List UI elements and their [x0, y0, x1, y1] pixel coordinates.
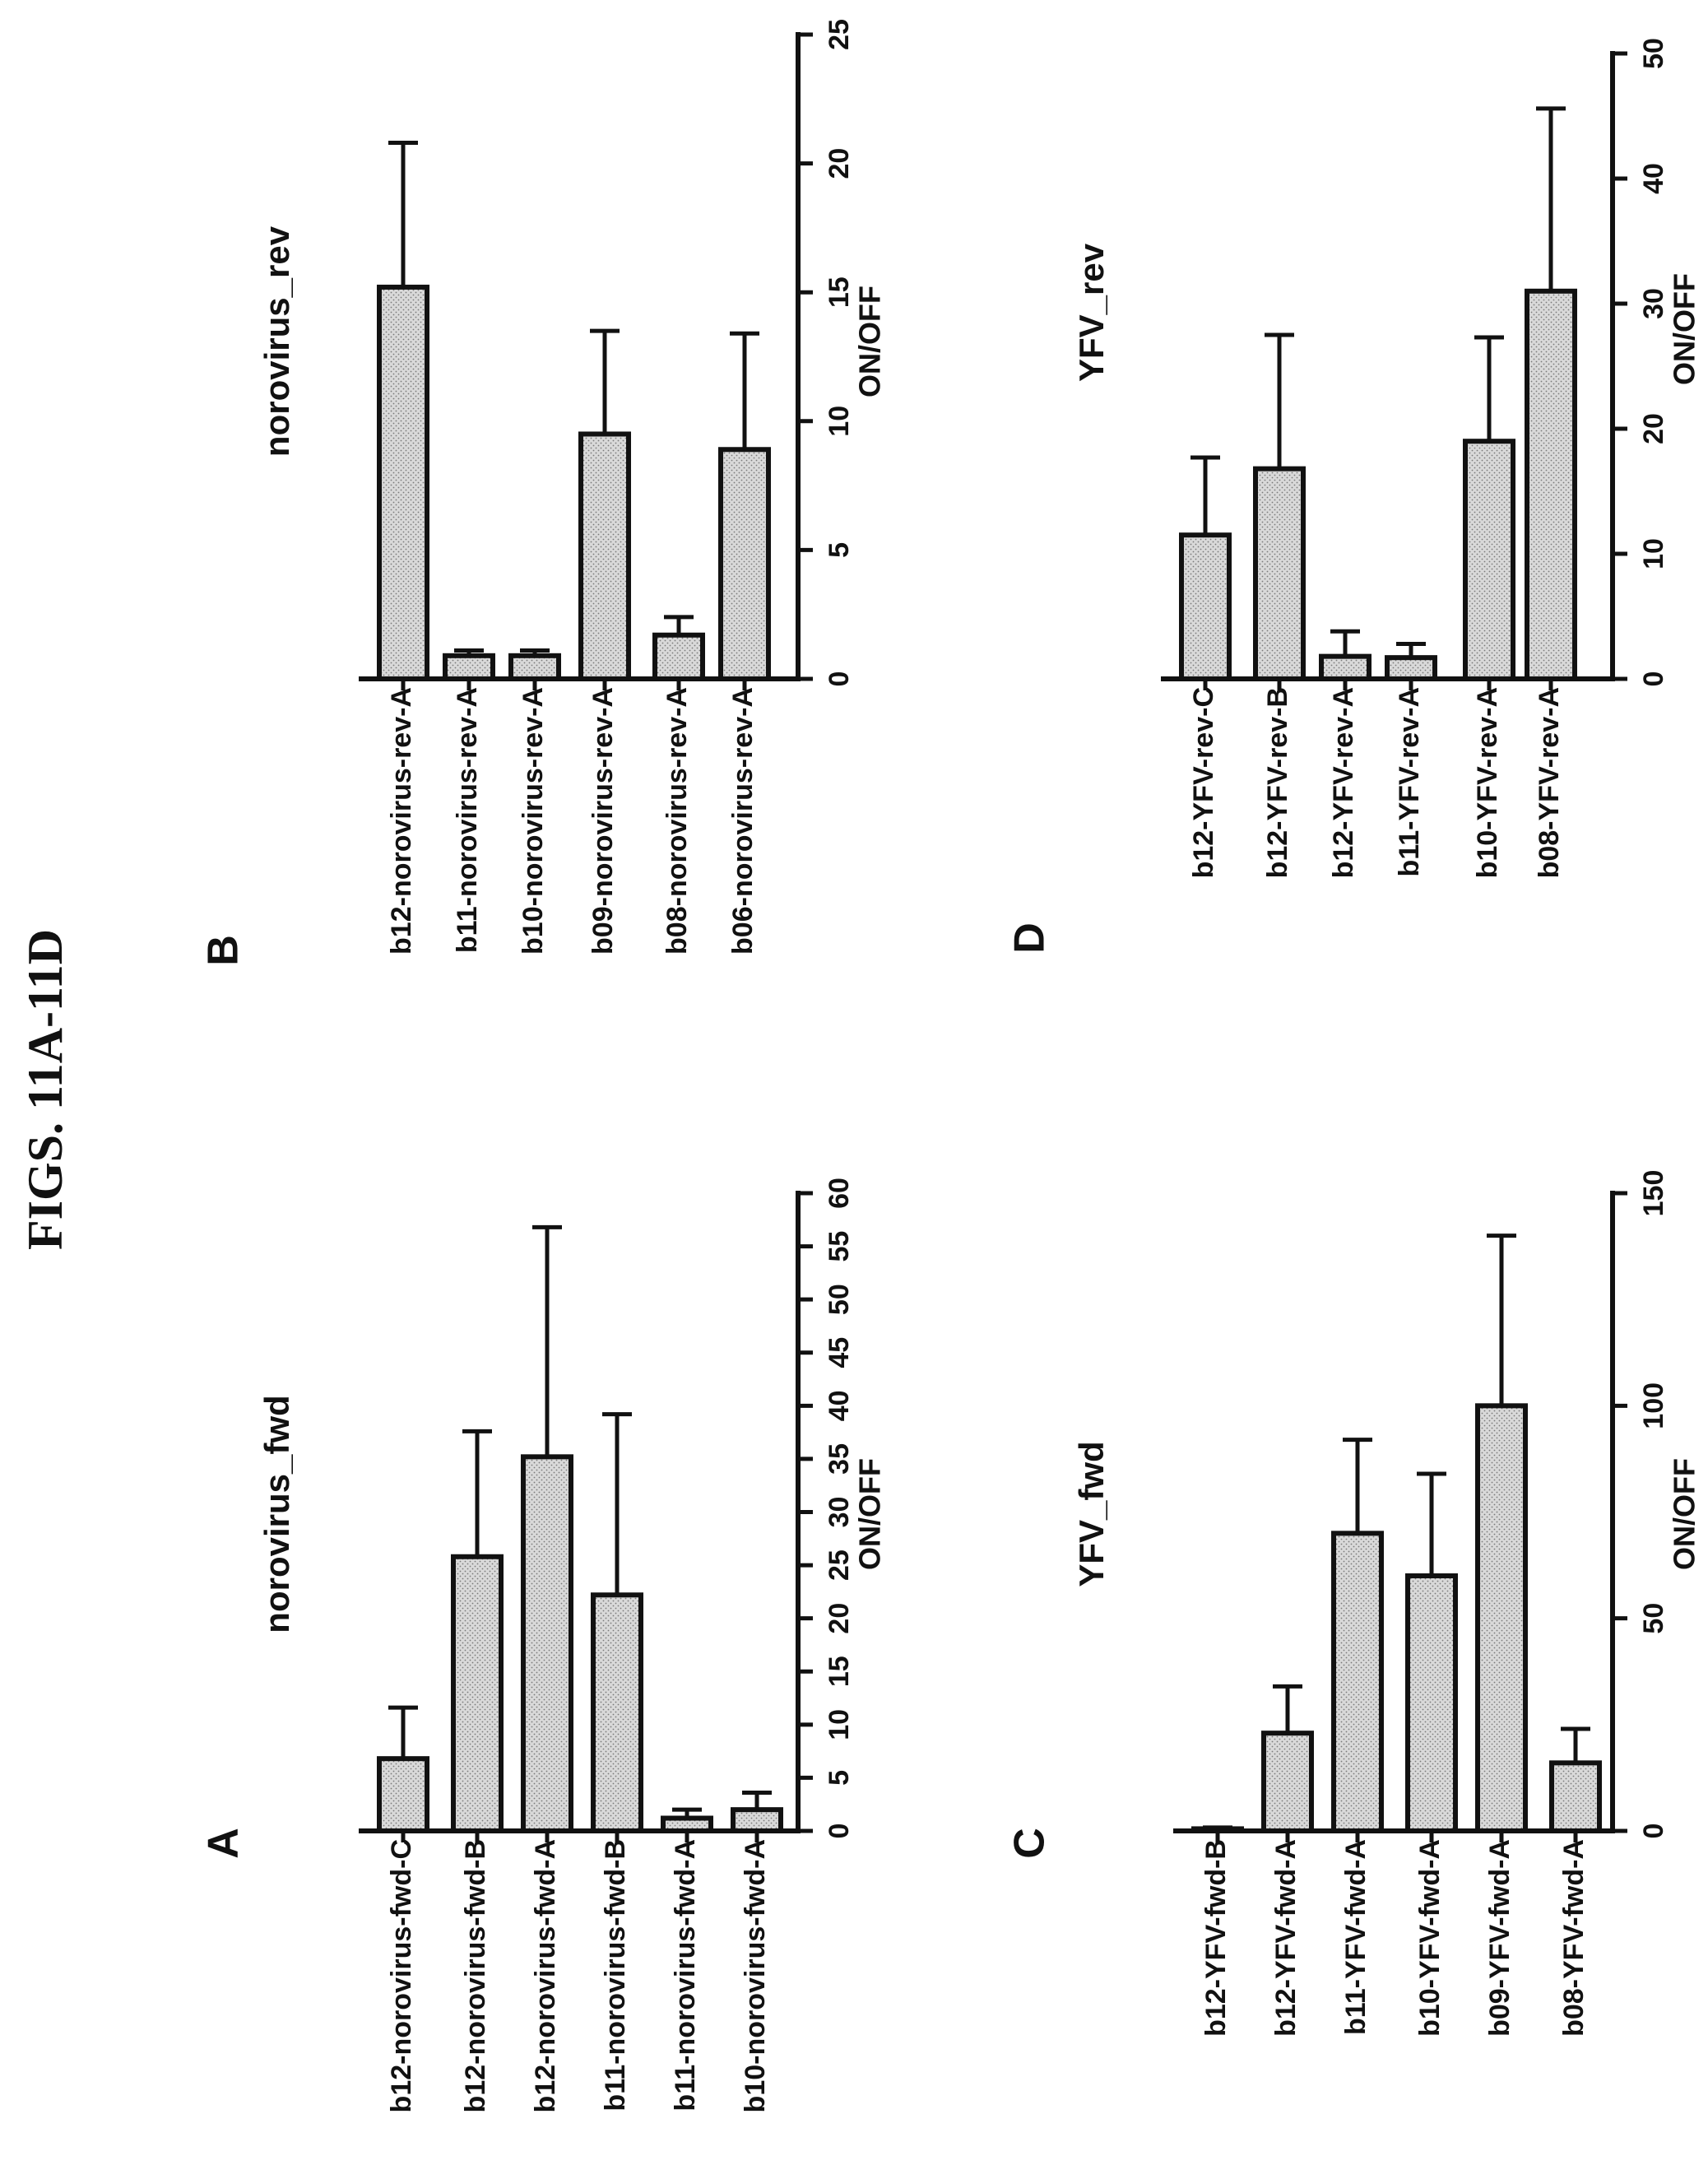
value-tick-label: 40	[1638, 163, 1669, 194]
bar	[443, 653, 495, 682]
value-tick-label: 45	[824, 1337, 855, 1368]
category-label: b11-norovirus-rev-A	[452, 687, 483, 953]
category-label: b10-norovirus-rev-A	[518, 687, 549, 955]
bar	[591, 1592, 643, 1833]
bar	[508, 653, 561, 682]
category-label: b12-YFV-rev-A	[1328, 687, 1359, 878]
bar	[1463, 439, 1515, 681]
bar	[1253, 466, 1306, 682]
value-tick-label: 50	[1638, 38, 1669, 69]
panel-letter: D	[1006, 922, 1054, 954]
value-tick-label: 5	[824, 1770, 855, 1786]
category-label: b09-YFV-fwd-A	[1484, 1839, 1515, 2037]
value-axis-title: ON/OFF	[1668, 1458, 1701, 1570]
category-label: b09-norovirus-rev-A	[587, 687, 619, 955]
value-tick-label: 5	[824, 542, 855, 558]
category-label: b10-YFV-fwd-A	[1414, 1839, 1446, 2037]
bar	[377, 1756, 429, 1834]
category-label: b11-norovirus-fwd-B	[600, 1839, 631, 2112]
value-tick-label: 150	[1638, 1170, 1669, 1217]
category-label: b11-YFV-rev-A	[1394, 687, 1425, 877]
value-tick-label: 30	[1638, 288, 1669, 319]
chart-panel-b: 0 5 10 15 20 25 b12-norovirus-rev-A b11-norovir…	[200, 19, 887, 966]
category-label: b10-norovirus-fwd-A	[740, 1839, 771, 2112]
value-axis-title: ON/OFF	[1668, 273, 1701, 385]
value-tick-label: 100	[1638, 1382, 1669, 1429]
bar	[718, 447, 771, 681]
bar	[1525, 288, 1577, 681]
value-tick-label: 60	[824, 1178, 855, 1209]
value-tick-label: 10	[824, 1709, 855, 1740]
value-tick-label: 50	[1638, 1603, 1669, 1634]
chart-title: YFV_fwd	[1072, 1441, 1111, 1587]
bar	[1261, 1731, 1314, 1834]
value-tick-label: 15	[824, 276, 855, 308]
value-tick-label: 10	[824, 406, 855, 437]
category-label: b12-YFV-fwd-A	[1270, 1839, 1302, 2037]
category-label: b08-norovirus-rev-A	[661, 687, 693, 955]
category-label: b12-YFV-fwd-B	[1200, 1839, 1232, 2037]
value-tick-label: 35	[824, 1443, 855, 1475]
chart-panel-d: 0 10 20 30 40 50 b12-YFV-rev-C b12-YFV-rev-B b12…	[1006, 38, 1701, 954]
chart-title: YFV_rev	[1072, 243, 1111, 382]
category-label: b12-norovirus-rev-A	[386, 687, 417, 955]
value-axis-title: ON/OFF	[853, 286, 887, 397]
value-tick-label: 50	[824, 1284, 855, 1315]
value-tick-label: 10	[1638, 538, 1669, 569]
chart-panel-a: 0 5 10 15 20 25 30 35 40 45 50 55 60 b12-norovirus-fw…	[200, 1178, 887, 2112]
chart-title: norovirus_fwd	[258, 1395, 296, 1633]
bar	[1549, 1760, 1602, 1833]
value-tick-label: 20	[824, 1603, 855, 1634]
value-tick-label: 0	[824, 1824, 855, 1839]
value-tick-label: 25	[824, 1549, 855, 1581]
value-tick-label: 0	[1638, 1824, 1669, 1839]
value-tick-label: 25	[824, 19, 855, 50]
panels: 051015202530354045505560b12-norovirus-fw…	[200, 19, 1701, 2112]
bar	[578, 431, 631, 682]
category-label: b12-YFV-rev-C	[1188, 687, 1219, 878]
figure-title: FIGS. 11A-11D	[18, 929, 72, 1250]
bar	[521, 1454, 573, 1834]
value-tick-label: 15	[824, 1656, 855, 1687]
panel-letter: C	[1006, 1828, 1054, 1859]
category-label: b11-norovirus-fwd-A	[670, 1839, 701, 2112]
category-label: b12-norovirus-fwd-A	[530, 1839, 561, 2112]
bar	[1475, 1403, 1528, 1834]
panel-letter: B	[200, 935, 248, 966]
value-tick-label: 0	[824, 671, 855, 687]
chart-panel-c: 0 50 100 150 b12-YFV-fwd-B b12-YFV-fwd-A b11-Y…	[1006, 1170, 1701, 2037]
bar	[377, 284, 429, 681]
chart-title: norovirus_rev	[258, 225, 296, 457]
value-tick-label: 0	[1638, 671, 1669, 687]
bar	[1331, 1531, 1384, 1834]
value-tick-label: 40	[824, 1390, 855, 1421]
value-axis-title: ON/OFF	[853, 1458, 887, 1570]
category-label: b12-YFV-rev-B	[1262, 687, 1293, 878]
category-label: b10-YFV-rev-A	[1472, 687, 1503, 878]
value-tick-label: 20	[824, 148, 855, 179]
value-tick-label: 30	[824, 1497, 855, 1528]
category-label: b12-norovirus-fwd-C	[386, 1839, 417, 2112]
bar	[652, 632, 705, 681]
value-tick-label: 20	[1638, 413, 1669, 444]
bar	[1179, 532, 1232, 682]
bar	[731, 1807, 783, 1834]
category-label: b12-norovirus-fwd-B	[460, 1839, 491, 2112]
bar	[1385, 655, 1437, 681]
bar	[661, 1815, 713, 1833]
category-label: b08-YFV-fwd-A	[1558, 1839, 1590, 2037]
panel-letter: A	[200, 1828, 248, 1859]
category-label: b06-norovirus-rev-A	[727, 687, 759, 955]
category-label: b08-YFV-rev-A	[1534, 687, 1565, 878]
bar	[1319, 653, 1372, 682]
value-tick-label: 55	[824, 1231, 855, 1262]
bar	[451, 1554, 504, 1833]
category-label: b11-YFV-fwd-A	[1340, 1839, 1372, 2035]
bar	[1405, 1573, 1458, 1833]
